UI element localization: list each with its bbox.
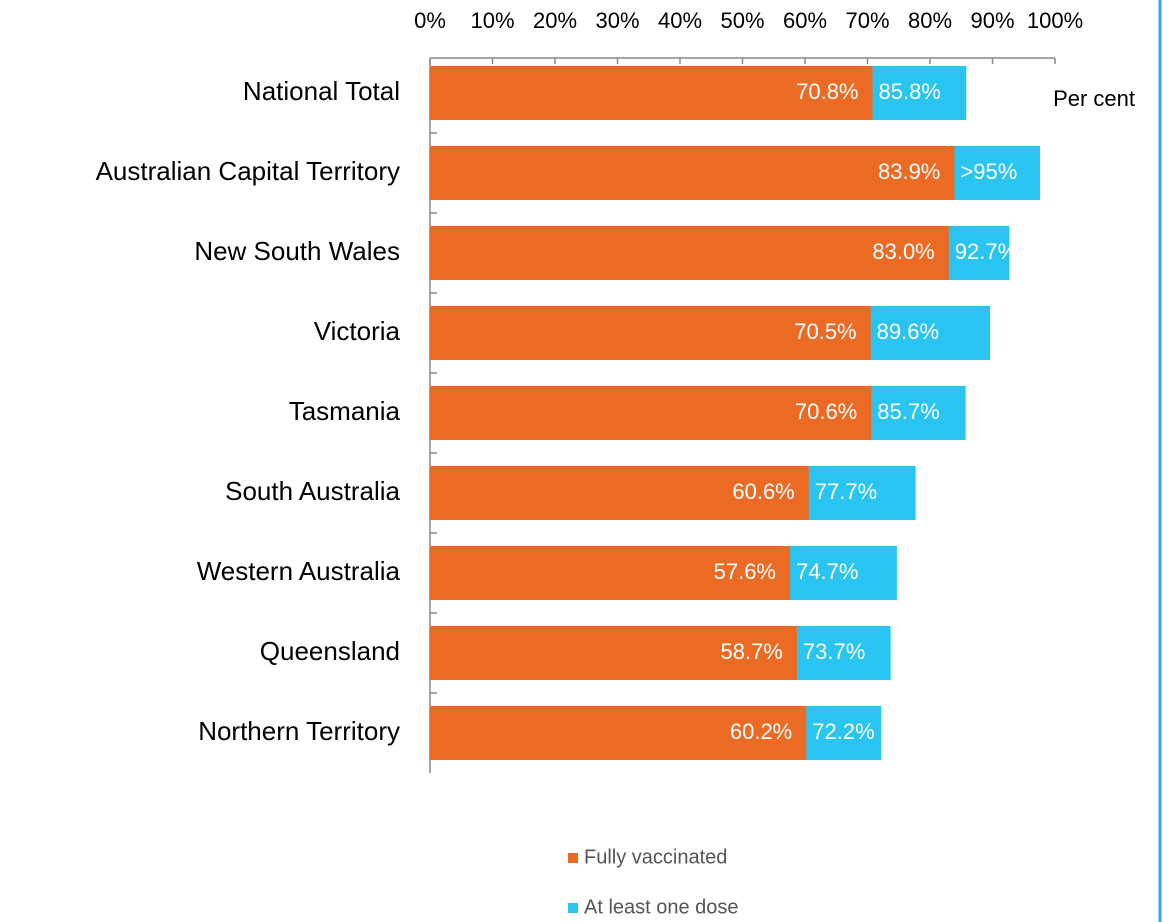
bar: [430, 226, 949, 280]
value-label: 58.7%: [720, 639, 782, 664]
category-label: Victoria: [314, 316, 401, 346]
legend-swatch: [568, 853, 578, 863]
x-tick-label: 50%: [720, 8, 764, 33]
x-tick-label: 70%: [845, 8, 889, 33]
value-label: 89.6%: [877, 319, 939, 344]
value-label: 73.7%: [803, 639, 865, 664]
value-label: 72.2%: [812, 719, 874, 744]
x-tick-label: 0%: [414, 8, 446, 33]
value-label: 70.8%: [796, 79, 858, 104]
category-label: National Total: [243, 76, 400, 106]
legend-label: Fully vaccinated: [584, 846, 727, 868]
x-tick-label: 10%: [470, 8, 514, 33]
x-tick-label: 40%: [658, 8, 702, 33]
value-label: 83.0%: [872, 239, 934, 264]
value-label: 92.7%: [955, 239, 1017, 264]
legend-label: At least one dose: [584, 896, 739, 918]
category-label: Tasmania: [289, 396, 401, 426]
value-label: 70.6%: [795, 399, 857, 424]
category-label: New South Wales: [194, 236, 400, 266]
bar: [430, 546, 790, 600]
x-tick-label: 30%: [595, 8, 639, 33]
category-label: South Australia: [225, 476, 400, 506]
value-label: 85.8%: [879, 79, 941, 104]
x-tick-label: 100%: [1027, 8, 1083, 33]
x-tick-label: 20%: [533, 8, 577, 33]
x-tick-label: 80%: [908, 8, 952, 33]
annotation: Per cent: [1053, 86, 1135, 111]
category-label: Northern Territory: [198, 716, 400, 746]
category-label: Australian Capital Territory: [96, 156, 400, 186]
x-tick-label: 90%: [970, 8, 1014, 33]
value-label: 85.7%: [877, 399, 939, 424]
bar: [430, 306, 871, 360]
value-label: 83.9%: [878, 159, 940, 184]
value-label: 57.6%: [714, 559, 776, 584]
value-label: >95%: [960, 159, 1017, 184]
category-label: Western Australia: [197, 556, 401, 586]
bar: [430, 626, 797, 680]
value-label: 60.2%: [730, 719, 792, 744]
value-label: 60.6%: [732, 479, 794, 504]
category-label: Queensland: [260, 636, 400, 666]
value-label: 74.7%: [796, 559, 858, 584]
bar: [430, 146, 955, 200]
bar: [430, 466, 809, 520]
value-label: 77.7%: [815, 479, 877, 504]
legend-swatch: [568, 903, 578, 913]
bar: [430, 66, 873, 120]
bar: [430, 386, 872, 440]
value-label: 70.5%: [794, 319, 856, 344]
x-tick-label: 60%: [783, 8, 827, 33]
bar: [430, 706, 807, 760]
